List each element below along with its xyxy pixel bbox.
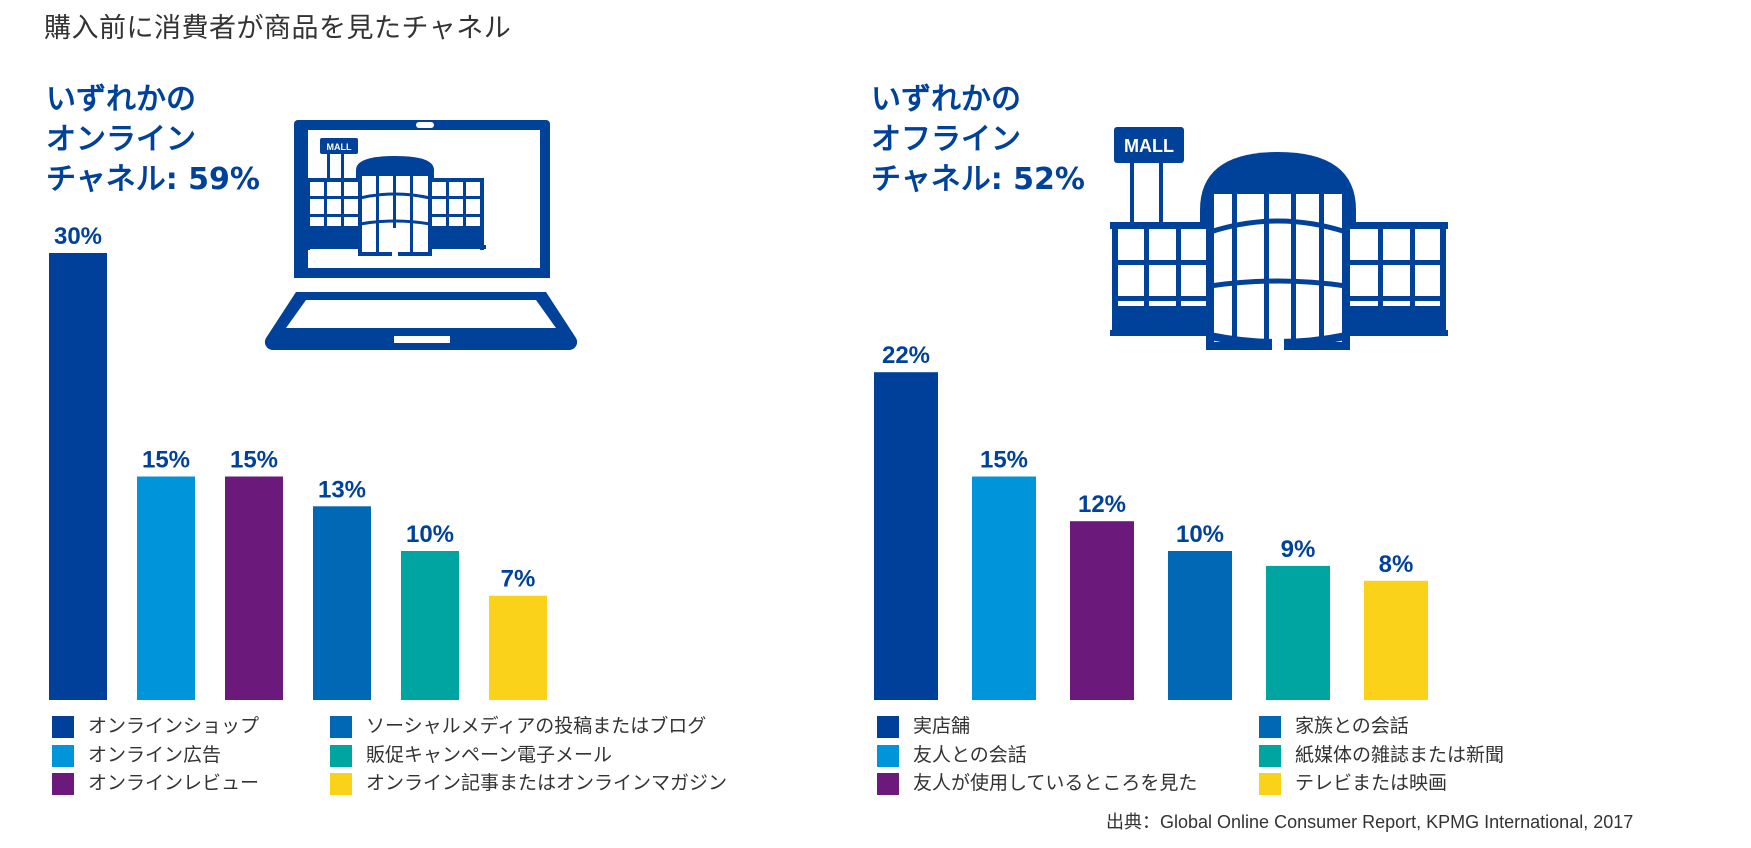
legend-swatch: [52, 744, 74, 767]
mall-sign-text: MALL: [327, 142, 352, 152]
online-channel-headline: いずれかの オンライン チャネル: 59%: [46, 80, 260, 200]
legend-label: オンラインレビュー: [88, 772, 260, 794]
legend-label: 実店舗: [913, 715, 971, 737]
legend-swatch: [330, 744, 352, 767]
page-title: 購入前に消費者が商品を見たチャネル: [44, 13, 512, 44]
headline-line: チャネル: 52%: [871, 162, 1085, 197]
legend-swatch: [877, 744, 899, 767]
legend-swatch: [52, 716, 74, 738]
headline-line: いずれかの: [871, 82, 1021, 117]
bar-offline-0: [874, 372, 938, 700]
bar-online-4: [401, 551, 459, 700]
legend-label: 友人が使用しているところを見た: [913, 772, 1198, 794]
bar-value-label: 7%: [501, 566, 536, 593]
bar-value-label: 10%: [406, 521, 454, 548]
mall-sign-text: MALL: [1124, 136, 1174, 156]
source-citation: 出典：Global Online Consumer Report, KPMG I…: [1106, 812, 1634, 832]
headline-line: オフライン: [871, 122, 1021, 157]
bar-value-label: 15%: [230, 447, 278, 474]
legend-label: 家族との会話: [1295, 715, 1409, 737]
bar-value-label: 10%: [1176, 521, 1224, 548]
bar-offline-1: [972, 476, 1036, 700]
bar-value-label: 13%: [318, 476, 366, 503]
legend-swatch: [330, 716, 352, 738]
legend-label: 紙媒体の雑誌または新聞: [1295, 743, 1505, 766]
headline-line: オンライン: [46, 122, 196, 157]
bar-offline-3: [1168, 551, 1232, 700]
legend-label: オンラインショップ: [88, 715, 260, 737]
bar-value-label: 15%: [980, 447, 1028, 474]
bar-offline-5: [1364, 580, 1428, 700]
legend-swatch: [1259, 716, 1281, 738]
legend-swatch: [877, 716, 899, 738]
bar-online-3: [313, 506, 371, 700]
mall-building-icon: MALL: [1110, 127, 1448, 354]
bar-online-0: [49, 253, 107, 700]
headline-line: いずれかの: [46, 82, 196, 117]
legend-swatch: [52, 773, 74, 795]
bar-online-2: [225, 476, 283, 700]
offline-channel-headline: いずれかの オフライン チャネル: 52%: [871, 80, 1085, 200]
headline-line: チャネル: 59%: [46, 162, 260, 197]
legend-label: オンライン広告: [88, 743, 222, 766]
legend-label: オンライン記事またはオンラインマガジン: [366, 772, 728, 794]
bar-value-label: 9%: [1281, 536, 1316, 563]
bar-value-label: 22%: [882, 342, 930, 369]
bar-online-1: [137, 476, 195, 700]
legend-swatch: [1259, 773, 1281, 795]
bar-offline-2: [1070, 521, 1134, 700]
laptop-mall-icon: MALL: [264, 120, 578, 350]
legend-swatch: [1259, 744, 1281, 767]
legend-swatch: [330, 773, 352, 795]
bar-value-label: 12%: [1078, 491, 1126, 518]
legend-label: 友人との会話: [913, 743, 1027, 766]
bar-value-label: 15%: [142, 447, 190, 474]
bar-online-5: [489, 595, 547, 700]
legend-label: 販促キャンペーン電子メール: [366, 743, 613, 766]
bar-value-label: 30%: [54, 223, 102, 250]
legend-label: テレビまたは映画: [1295, 772, 1448, 794]
bar-value-label: 8%: [1379, 551, 1414, 578]
legend-swatch: [877, 773, 899, 795]
bar-offline-4: [1266, 565, 1330, 700]
legend-label: ソーシャルメディアの投稿またはブログ: [366, 715, 707, 737]
